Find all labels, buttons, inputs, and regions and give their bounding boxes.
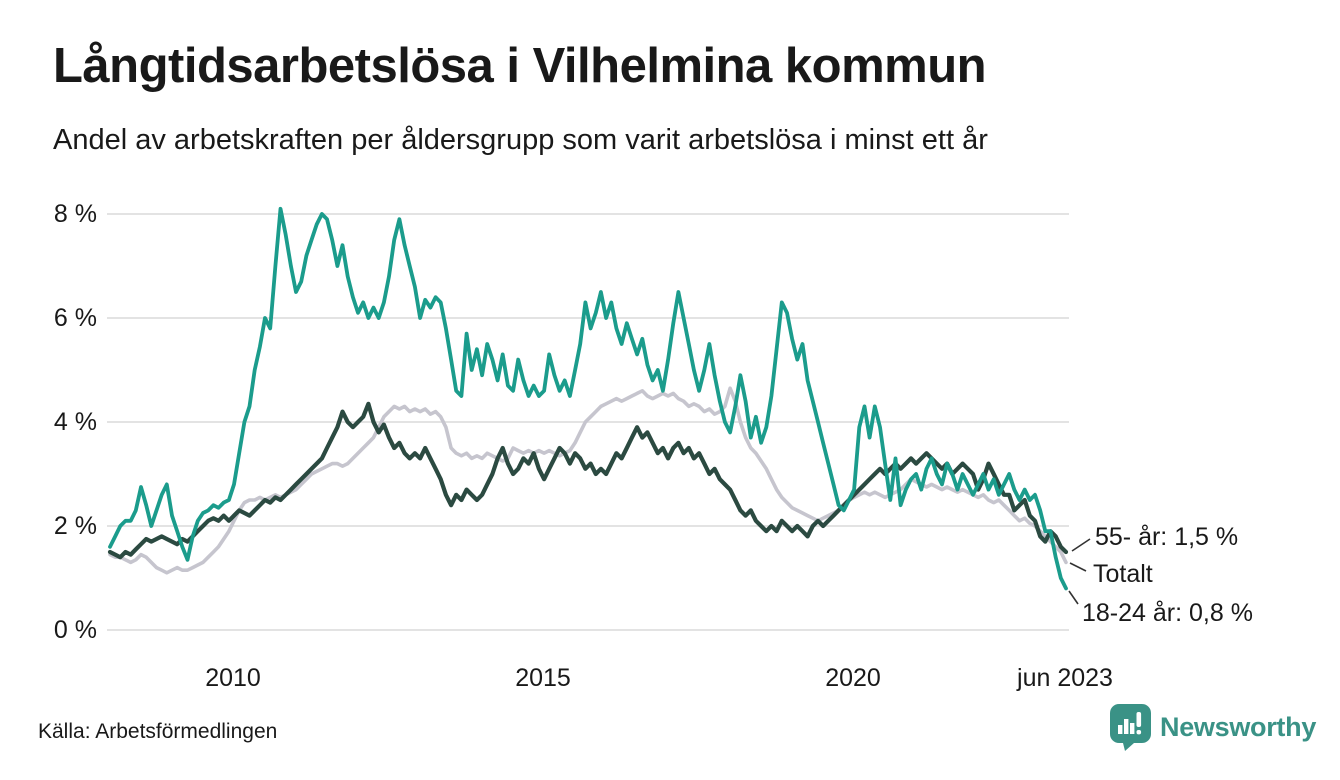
logo-bar-1 <box>1118 725 1123 734</box>
gridlines <box>107 213 1069 631</box>
x-tick-2020: 2020 <box>825 664 881 692</box>
newsworthy-logo-text: Newsworthy <box>1160 712 1317 742</box>
series-lines <box>107 206 1069 591</box>
x-tick-2015: 2015 <box>515 664 571 692</box>
y-tick-2: 2 % <box>53 512 97 540</box>
y-tick-4: 4 % <box>53 408 97 436</box>
series-line-totalt <box>108 386 1068 575</box>
series-line-55-år <box>107 401 1069 560</box>
leader-55-ar <box>1071 538 1091 552</box>
x-tick-2010: 2010 <box>205 664 261 692</box>
leader-18-24-ar <box>1068 590 1079 605</box>
x-tick-jun-2023: jun 2023 <box>1017 664 1113 692</box>
newsworthy-logo-icon <box>1110 704 1151 751</box>
logo-exclamation-dot <box>1136 730 1142 735</box>
source-note: Källa: Arbetsförmedlingen <box>38 720 278 743</box>
y-tick-8: 8 % <box>53 200 97 228</box>
newsworthy-logo: Newsworthy <box>1110 704 1316 751</box>
series-label-totalt: Totalt <box>1093 560 1153 588</box>
logo-bar-2 <box>1124 719 1129 734</box>
logo-exclamation-bar <box>1136 712 1142 727</box>
series-label-18-24-ar: 18-24 år: 0,8 % <box>1082 599 1253 627</box>
series-line-18-24-år <box>108 206 1068 591</box>
leader-totalt <box>1069 562 1087 572</box>
logo-bar-3 <box>1130 723 1135 734</box>
annotation-leader-lines <box>1068 538 1091 605</box>
y-tick-6: 6 % <box>53 304 97 332</box>
series-label-55-ar: 55- år: 1,5 % <box>1095 523 1239 551</box>
y-tick-0: 0 % <box>53 616 97 644</box>
chart-title: Långtidsarbetslösa i Vilhelmina kommun <box>53 39 987 93</box>
chart-subtitle: Andel av arbetskraften per åldersgrupp s… <box>53 124 988 156</box>
